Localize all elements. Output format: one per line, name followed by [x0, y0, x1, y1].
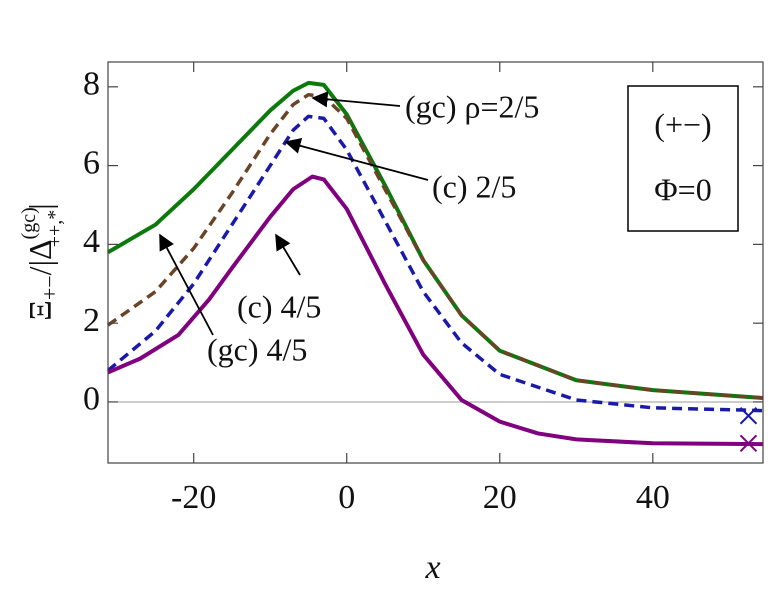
x-tick-label: 0 — [338, 479, 355, 516]
cross-marker — [739, 434, 758, 453]
box-text: (+−) — [654, 106, 711, 142]
y-tick-label: 0 — [83, 381, 100, 418]
y-label-part: /|Δ — [22, 239, 58, 275]
x-tick-label: 40 — [636, 479, 670, 516]
y-tick-label: 8 — [83, 66, 100, 103]
info-box — [627, 85, 739, 232]
box-text: Φ=0 — [654, 171, 711, 207]
x-tick-label: -20 — [171, 479, 216, 516]
annotation: (c) 2/5 — [432, 168, 516, 204]
annotation: (gc) 4/5 — [207, 331, 307, 367]
plot-area — [106, 80, 764, 453]
series-line — [107, 174, 764, 447]
series-line — [106, 92, 764, 400]
frame — [107, 61, 764, 464]
arrow — [275, 233, 301, 276]
x-axis-label: x — [424, 549, 440, 586]
annotation: (c) 4/5 — [237, 288, 321, 324]
y-label-part: | — [22, 203, 58, 209]
y-tick-label: 4 — [83, 223, 100, 260]
y-label-part: (gc) — [18, 207, 40, 239]
y-tick-label: 6 — [83, 144, 100, 181]
x-tick-label: 20 — [483, 479, 517, 516]
y-label-part: +− — [37, 275, 62, 300]
y-axis-label: Ξ+−/|Δ(gc) ++,*| — [18, 203, 66, 320]
series-line — [106, 114, 764, 413]
y-label-part: Ξ — [22, 300, 58, 321]
y-label-part: ++,* — [44, 210, 66, 248]
arrow — [311, 91, 401, 108]
cross-marker — [739, 407, 758, 425]
arrow — [159, 233, 214, 336]
y-tick-label: 2 — [83, 302, 100, 339]
annotation: (gc) ρ=2/5 — [405, 88, 539, 124]
arrow — [284, 137, 429, 181]
